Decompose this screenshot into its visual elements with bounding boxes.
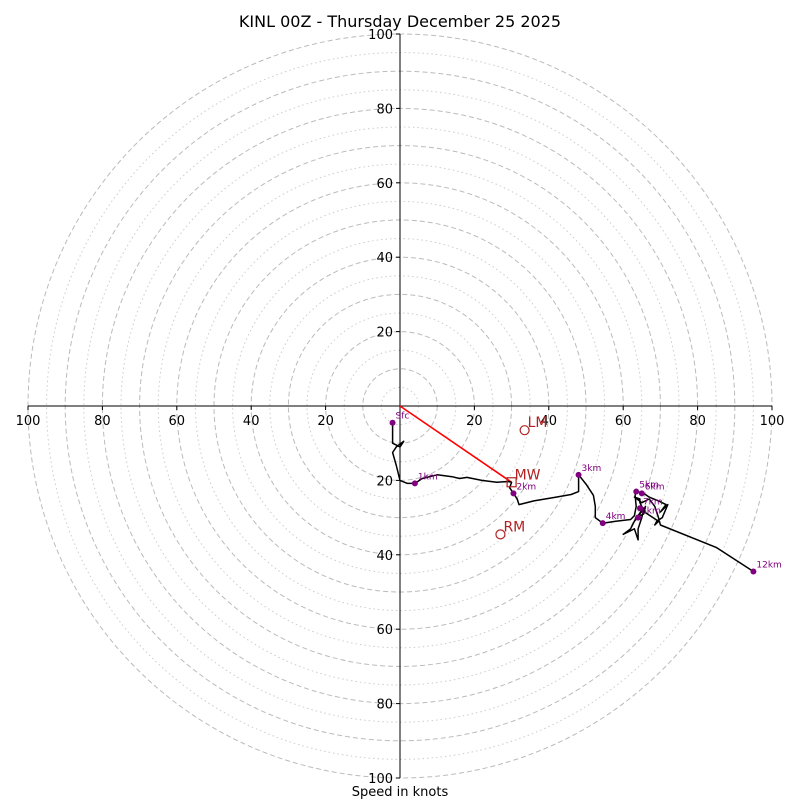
storm-motion-mw bbox=[506, 477, 517, 488]
storm-motion-lm bbox=[519, 425, 530, 436]
y-tick-label: 60 bbox=[376, 177, 393, 192]
height-marker-label: 3km bbox=[582, 464, 602, 474]
height-marker-6km bbox=[638, 490, 645, 497]
height-marker-label: 12km bbox=[756, 561, 781, 571]
height-marker-label: Sfc bbox=[396, 412, 410, 422]
chart-title: KINL 00Z - Thursday December 25 2025 bbox=[239, 12, 561, 31]
y-tick-label: 100 bbox=[368, 28, 393, 43]
y-tick-label: 80 bbox=[376, 102, 393, 117]
height-marker-Sfc bbox=[389, 419, 396, 426]
hodograph-line bbox=[391, 424, 754, 573]
height-marker-label: 4km bbox=[606, 512, 626, 522]
storm-motion-label: LM bbox=[528, 415, 548, 431]
height-marker-1km bbox=[411, 480, 418, 487]
height-marker-7km bbox=[636, 505, 643, 512]
height-marker-12km bbox=[750, 568, 757, 575]
height-marker-label: 7km bbox=[643, 497, 663, 507]
height-marker-4km bbox=[599, 520, 606, 527]
storm-motion-label: MW bbox=[515, 467, 541, 483]
x-tick-label: 80 bbox=[689, 414, 706, 429]
hodograph-trace bbox=[391, 424, 754, 573]
y-tick-label: 40 bbox=[376, 251, 393, 266]
x-tick-label: 100 bbox=[760, 414, 785, 429]
y-tick-labels: 100 80 60 40 20 20 40 60 80 100 bbox=[368, 28, 400, 787]
mean-wind-line bbox=[399, 405, 513, 483]
x-axis-label: Speed in knots bbox=[352, 785, 449, 800]
x-tick-label: 20 bbox=[317, 414, 334, 429]
y-tick-label: 20 bbox=[376, 326, 393, 341]
height-marker-label: 1km bbox=[418, 472, 438, 482]
height-marker-2km bbox=[510, 490, 517, 497]
mean-wind-vector bbox=[399, 405, 513, 483]
x-tick-label: 40 bbox=[243, 414, 260, 429]
height-marker-3km bbox=[575, 471, 582, 478]
storm-motion-label: RM bbox=[503, 519, 525, 535]
x-tick-label: 100 bbox=[16, 414, 41, 429]
y-tick-label: 80 bbox=[376, 698, 393, 713]
x-tick-label: 20 bbox=[466, 414, 483, 429]
height-marker-label: 8km bbox=[641, 507, 661, 517]
y-tick-label: 60 bbox=[376, 623, 393, 638]
y-tick-label: 40 bbox=[376, 549, 393, 564]
height-marker-label: 5km bbox=[639, 481, 659, 491]
storm-motion-markers: LM MW RM bbox=[495, 415, 548, 540]
height-marker-label: 6km bbox=[645, 482, 665, 492]
height-marker-label: 2km bbox=[516, 482, 536, 492]
height-marker-8km bbox=[635, 514, 642, 521]
x-tick-label: 60 bbox=[615, 414, 632, 429]
x-tick-label: 80 bbox=[94, 414, 111, 429]
height-marker-5km bbox=[633, 488, 640, 495]
x-tick-labels: 100 80 60 40 20 20 40 60 80 100 bbox=[16, 406, 785, 429]
x-tick-label: 40 bbox=[541, 414, 558, 429]
y-tick-label: 100 bbox=[368, 772, 393, 787]
y-tick-label: 20 bbox=[376, 474, 393, 489]
x-tick-label: 60 bbox=[169, 414, 186, 429]
storm-motion-rm bbox=[495, 529, 506, 540]
